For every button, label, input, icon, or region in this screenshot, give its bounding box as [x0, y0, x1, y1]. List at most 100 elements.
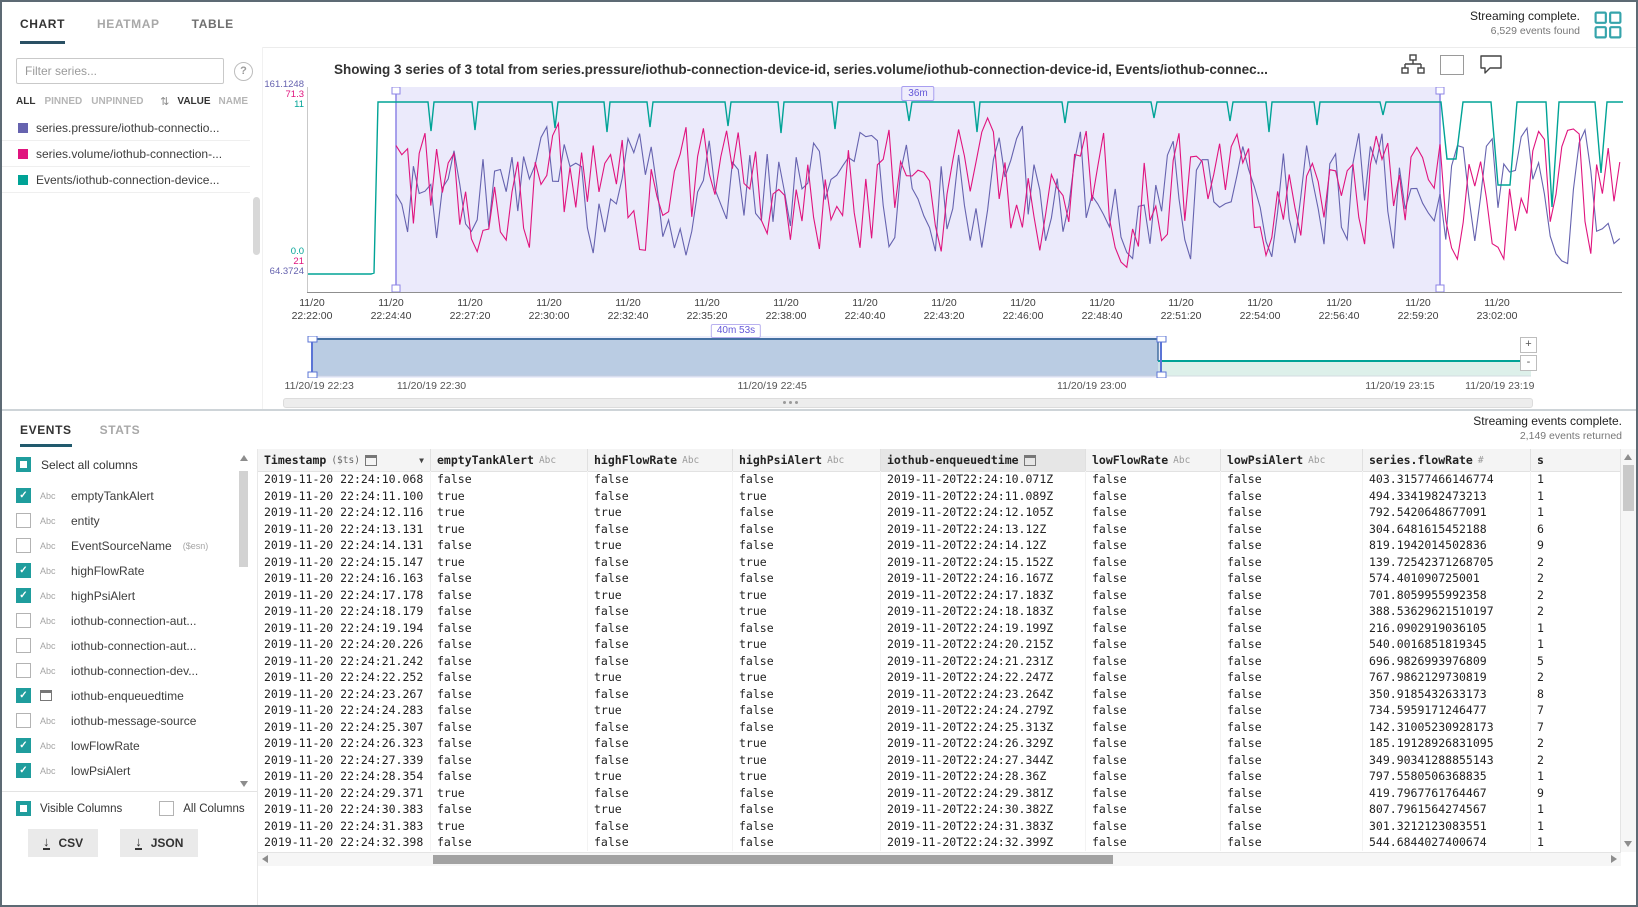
- column-header-Timestamp[interactable]: Timestamp ($ts) ▼: [258, 449, 431, 471]
- column-toggle-item[interactable]: Abc EventSourceName ($esn): [16, 533, 228, 558]
- tab-heatmap[interactable]: HEATMAP: [97, 17, 160, 31]
- line-chart[interactable]: 36m: [307, 86, 1623, 292]
- column-toggle-item[interactable]: ✓ iothub-enqueuedtime: [16, 683, 228, 708]
- series-item[interactable]: series.pressure/iothub-connectio...: [2, 115, 250, 141]
- checkbox[interactable]: ✓: [16, 563, 31, 578]
- column-header-s[interactable]: s: [1531, 449, 1623, 471]
- table-row[interactable]: 2019-11-20 22:24:17.178 false true true 2019…: [258, 586, 1623, 603]
- table-row[interactable]: 2019-11-20 22:24:11.100 true false true 2019…: [258, 487, 1623, 504]
- scrollbar-thumb[interactable]: [433, 855, 1113, 864]
- table-row[interactable]: 2019-11-20 22:24:18.179 false false true 201…: [258, 603, 1623, 620]
- table-row[interactable]: 2019-11-20 22:24:16.163 false false false 20…: [258, 570, 1623, 587]
- empty-toggle-icon[interactable]: [1439, 53, 1465, 77]
- checkbox[interactable]: ✓: [16, 763, 31, 778]
- column-header-lowPsiAlert[interactable]: lowPsiAlert Abc: [1221, 449, 1363, 471]
- table-row[interactable]: 2019-11-20 22:24:28.354 false true true 2019…: [258, 768, 1623, 785]
- table-row[interactable]: 2019-11-20 22:24:24.283 false true false 201…: [258, 702, 1623, 719]
- visible-columns-option[interactable]: Visible Columns: [16, 801, 122, 816]
- select-all-columns-row[interactable]: Select all columns: [16, 457, 138, 472]
- panel-resize-gripper[interactable]: [283, 398, 1533, 408]
- scroll-right-icon[interactable]: [1611, 855, 1617, 863]
- table-horizontal-scrollbar[interactable]: [258, 852, 1621, 866]
- table-row[interactable]: 2019-11-20 22:24:25.307 false false false 20…: [258, 718, 1623, 735]
- scroll-up-icon[interactable]: [1624, 454, 1632, 460]
- series-list-scrollbar[interactable]: [253, 197, 260, 255]
- table-row[interactable]: 2019-11-20 22:24:13.131 true false false 201…: [258, 520, 1623, 537]
- tab-chart[interactable]: CHART: [20, 2, 65, 47]
- checkbox[interactable]: [16, 538, 31, 553]
- table-row[interactable]: 2019-11-20 22:24:27.339 false false true 201…: [258, 751, 1623, 768]
- scrollbar-thumb[interactable]: [1623, 465, 1634, 511]
- tab-table[interactable]: TABLE: [191, 17, 234, 31]
- download-json-button[interactable]: ↓ JSON: [120, 829, 199, 857]
- table-row[interactable]: 2019-11-20 22:24:32.398 false false false 20…: [258, 834, 1623, 851]
- column-header-iothub-enqueuedtime[interactable]: iothub-enqueuedtime: [881, 449, 1086, 471]
- column-header-series.flowRate[interactable]: series.flowRate #: [1363, 449, 1531, 471]
- zoom-out-button[interactable]: -: [1520, 355, 1537, 371]
- hierarchy-icon[interactable]: [1400, 53, 1426, 77]
- checkbox[interactable]: [16, 663, 31, 678]
- scroll-down-icon[interactable]: [1624, 841, 1632, 847]
- column-toggle-item[interactable]: ✓ Abc emptyTankAlert: [16, 483, 228, 508]
- checkbox[interactable]: ✓: [16, 488, 31, 503]
- select-all-checkbox[interactable]: [16, 457, 31, 472]
- scrollbar-thumb[interactable]: [239, 471, 248, 567]
- column-header-highPsiAlert[interactable]: highPsiAlert Abc: [733, 449, 881, 471]
- column-toggle-item[interactable]: Abc iothub-connection-dev...: [16, 658, 228, 683]
- column-header-emptyTankAlert[interactable]: emptyTankAlert Abc: [431, 449, 588, 471]
- table-row[interactable]: 2019-11-20 22:24:31.383 true false false 201…: [258, 817, 1623, 834]
- table-row[interactable]: 2019-11-20 22:24:15.147 true false true 2019…: [258, 553, 1623, 570]
- series-filter-unpinned[interactable]: UNPINNED: [91, 96, 144, 107]
- filter-series-input[interactable]: [16, 58, 224, 84]
- column-toggle-item[interactable]: ✓ Abc lowFlowRate: [16, 733, 228, 758]
- table-row[interactable]: 2019-11-20 22:24:14.131 false true false 201…: [258, 537, 1623, 554]
- column-toggle-item[interactable]: ✓ Abc highPsiAlert: [16, 583, 228, 608]
- table-row[interactable]: 2019-11-20 22:24:22.252 false true true 2019…: [258, 669, 1623, 686]
- series-item[interactable]: series.volume/iothub-connection-...: [2, 141, 250, 167]
- zoom-in-button[interactable]: +: [1520, 337, 1537, 353]
- checkbox[interactable]: ✓: [16, 588, 31, 603]
- scroll-down-icon[interactable]: [240, 781, 248, 787]
- checkbox[interactable]: [16, 638, 31, 653]
- checkbox[interactable]: [16, 513, 31, 528]
- scroll-left-icon[interactable]: [262, 855, 268, 863]
- table-row[interactable]: 2019-11-20 22:24:30.383 false true false 201…: [258, 801, 1623, 818]
- column-toggle-item[interactable]: Abc entity: [16, 508, 228, 533]
- comment-icon[interactable]: [1478, 53, 1504, 77]
- column-list-scrollbar[interactable]: [239, 453, 249, 787]
- series-sort-name[interactable]: NAME: [218, 96, 248, 107]
- table-row[interactable]: 2019-11-20 22:24:29.371 true false false 201…: [258, 784, 1623, 801]
- table-row[interactable]: 2019-11-20 22:24:10.068 false false false 20…: [258, 471, 1623, 488]
- visible-columns-checkbox[interactable]: [16, 801, 31, 816]
- tab-events[interactable]: EVENTS: [20, 411, 72, 449]
- scroll-up-icon[interactable]: [240, 455, 248, 461]
- column-header-highFlowRate[interactable]: highFlowRate Abc: [588, 449, 733, 471]
- tab-stats[interactable]: STATS: [99, 423, 141, 437]
- all-columns-checkbox[interactable]: [159, 801, 175, 816]
- series-filter-all[interactable]: ALL: [16, 96, 36, 107]
- series-filter-pinned[interactable]: PINNED: [44, 96, 83, 107]
- table-row[interactable]: 2019-11-20 22:24:19.194 false false false 20…: [258, 619, 1623, 636]
- time-navigator[interactable]: 40m 53s: [283, 324, 1531, 379]
- column-toggle-item[interactable]: Abc iothub-connection-aut...: [16, 608, 228, 633]
- checkbox[interactable]: [16, 713, 31, 728]
- column-toggle-item[interactable]: Abc iothub-connection-aut...: [16, 633, 228, 658]
- column-toggle-item[interactable]: Abc iothub-message-source: [16, 708, 228, 733]
- table-row[interactable]: 2019-11-20 22:24:12.116 true true false 2019…: [258, 504, 1623, 521]
- series-sort-value[interactable]: VALUE: [177, 96, 211, 107]
- column-toggle-item[interactable]: ✓ Abc highFlowRate: [16, 558, 228, 583]
- layout-grid-icon[interactable]: [1594, 11, 1622, 39]
- column-toggle-item[interactable]: ✓ Abc lowPsiAlert: [16, 758, 228, 783]
- checkbox[interactable]: ✓: [16, 738, 31, 753]
- table-row[interactable]: 2019-11-20 22:24:21.242 false false false 20…: [258, 652, 1623, 669]
- checkbox[interactable]: ✓: [16, 688, 31, 703]
- checkbox[interactable]: [16, 613, 31, 628]
- table-row[interactable]: 2019-11-20 22:24:20.226 false false true 201…: [258, 636, 1623, 653]
- table-row[interactable]: 2019-11-20 22:24:23.267 false false false 20…: [258, 685, 1623, 702]
- table-row[interactable]: 2019-11-20 22:24:26.323 false false true 201…: [258, 735, 1623, 752]
- help-icon[interactable]: ?: [234, 61, 253, 81]
- column-header-lowFlowRate[interactable]: lowFlowRate Abc: [1086, 449, 1221, 471]
- all-columns-option[interactable]: All Columns: [159, 801, 245, 816]
- series-item[interactable]: Events/iothub-connection-device...: [2, 167, 250, 193]
- table-vertical-scrollbar[interactable]: [1620, 449, 1636, 852]
